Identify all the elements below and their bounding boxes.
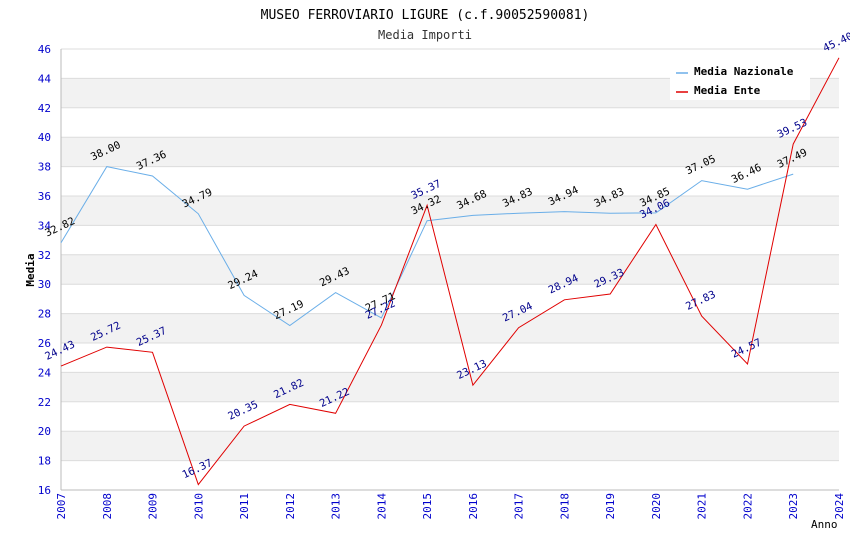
chart-title: MUSEO FERROVIARIO LIGURE (c.f.9005259008… [261, 8, 590, 23]
grid-band [61, 401, 839, 432]
x-tick-label: 2020 [650, 493, 663, 520]
grid-band [61, 460, 839, 490]
y-tick-label: 46 [38, 43, 51, 56]
grid-band [61, 166, 839, 196]
legend-label-ente: Media Ente [694, 84, 761, 97]
x-tick-label: 2024 [833, 493, 846, 520]
y-tick-label: 26 [38, 337, 51, 350]
y-tick-label: 38 [38, 161, 51, 174]
grid-band [61, 196, 839, 226]
legend-box [670, 60, 810, 100]
grid-band [61, 431, 839, 461]
chart-subtitle: Media Importi [378, 28, 472, 42]
y-tick-label: 30 [38, 278, 51, 291]
grid-band [61, 284, 839, 314]
x-tick-label: 2007 [55, 493, 68, 520]
y-tick-label: 16 [38, 484, 51, 497]
grid-band [61, 254, 839, 285]
grid-band [61, 372, 839, 402]
x-tick-label: 2012 [284, 493, 297, 520]
series-line-1 [60, 57, 840, 486]
grid-band [61, 137, 839, 167]
x-tick-label: 2008 [101, 493, 114, 520]
grid-band [61, 343, 839, 373]
x-tick-label: 2018 [558, 493, 571, 520]
x-tick-label: 2023 [787, 493, 800, 520]
series-lines [60, 57, 840, 486]
grid-bands [61, 48, 839, 491]
y-axis-label: Media [24, 253, 37, 286]
x-axis-label: Anno [811, 518, 838, 531]
y-tick-label: 36 [38, 190, 51, 203]
y-tick-label: 40 [38, 131, 51, 144]
y-tick-label: 34 [38, 219, 52, 232]
y-tick-label: 24 [38, 366, 52, 379]
y-tick-label: 32 [38, 249, 51, 262]
x-tick-label: 2017 [513, 493, 526, 520]
x-tick-label: 2014 [375, 493, 388, 520]
legend-label-nazionale: Media Nazionale [694, 65, 794, 78]
y-tick-label: 44 [38, 72, 52, 85]
grid-band [61, 225, 839, 255]
axes [60, 49, 839, 491]
legend: Media Nazionale Media Ente [670, 60, 810, 100]
y-tick-label: 28 [38, 308, 51, 321]
x-tick-labels: 2007 2008 2009 2010 2011 2012 2013 2014 2015 2016… [55, 493, 846, 520]
x-tick-label: 2011 [238, 493, 251, 520]
grid-band [61, 313, 839, 343]
grid-band [61, 107, 839, 138]
x-tick-label: 2013 [330, 493, 343, 520]
x-tick-label: 2015 [421, 493, 434, 520]
x-tick-label: 2009 [147, 493, 160, 520]
series-line-0 [60, 166, 794, 327]
y-tick-label: 18 [38, 455, 51, 468]
y-tick-label: 20 [38, 425, 51, 438]
y-tick-label: 22 [38, 396, 51, 409]
y-tick-label: 42 [38, 102, 51, 115]
x-tick-label: 2022 [741, 493, 754, 520]
x-tick-label: 2019 [604, 493, 617, 520]
x-tick-label: 2010 [192, 493, 205, 520]
x-tick-label: 2016 [467, 493, 480, 520]
y-tick-labels: 16 18 20 22 24 26 28 30 32 34 36 38 40 42 44 46 [38, 43, 52, 497]
x-tick-label: 2021 [696, 493, 709, 520]
